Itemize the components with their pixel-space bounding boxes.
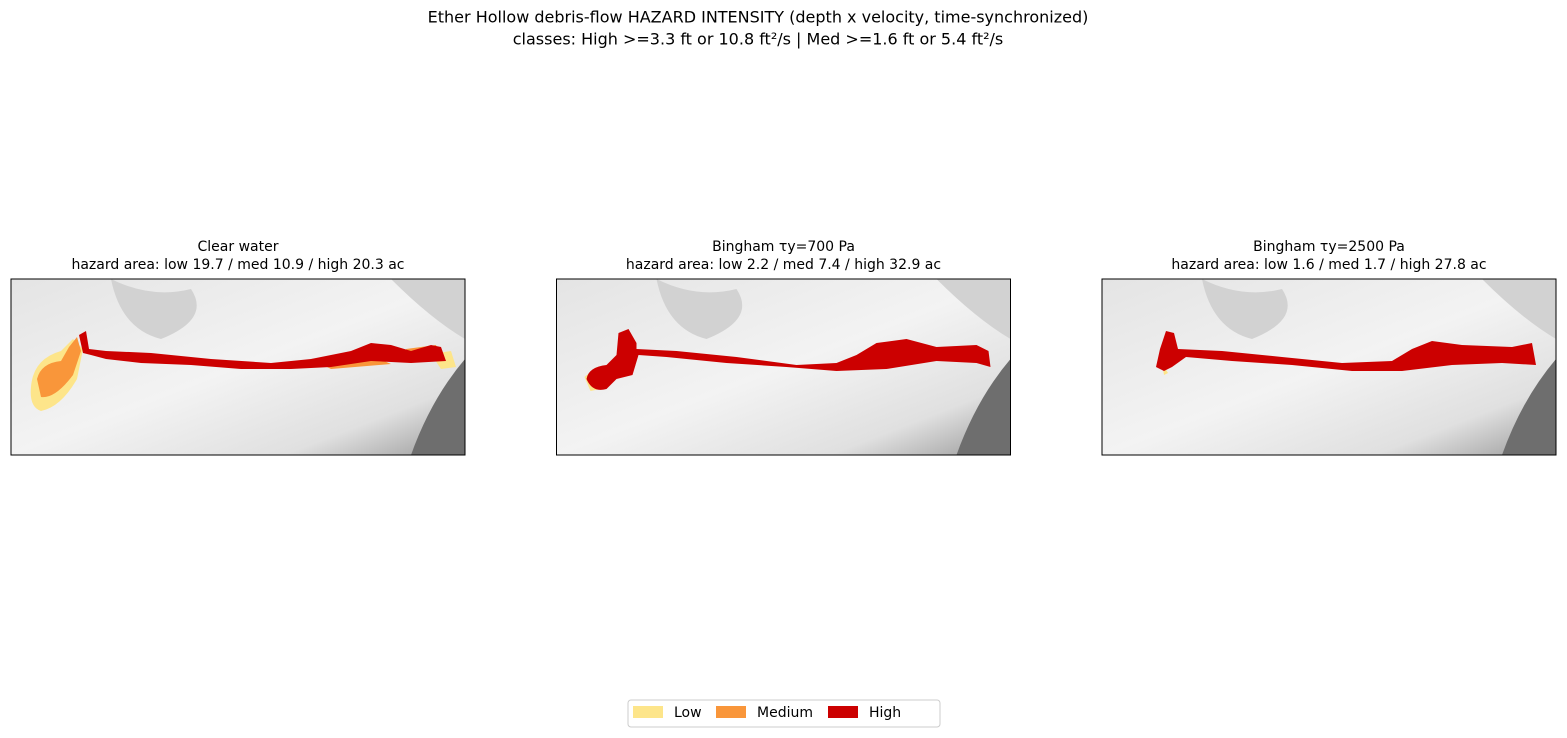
legend-box [627, 699, 941, 728]
panel-subtitle: hazard area: low 19.7 / med 10.9 / high … [71, 257, 404, 273]
panel-frame [10, 278, 466, 456]
panel-subtitle: hazard area: low 2.2 / med 7.4 / high 32… [626, 257, 941, 273]
panel-title: Bingham τy=2500 Pa [1253, 239, 1405, 255]
hillshade-dark [956, 359, 1011, 455]
legend-swatch [633, 706, 663, 718]
hillshade-ridge [1202, 279, 1556, 339]
hazard-area [1156, 331, 1536, 371]
legend-label: Low [674, 705, 702, 721]
map-panel [1101, 278, 1557, 456]
map-panel [10, 278, 466, 456]
map-panel [556, 278, 1011, 456]
panel-frame [556, 278, 1011, 456]
panel-title: Bingham τy=700 Pa [712, 239, 855, 255]
hazard-area [79, 331, 446, 369]
hillshade-dark [1502, 359, 1556, 455]
hillshade-ridge [656, 279, 1011, 339]
legend-label: Medium [757, 705, 813, 721]
legend-swatch [716, 706, 746, 718]
hillshade-ridge [111, 279, 465, 339]
hazard-area [37, 337, 441, 398]
panel-subtitle: hazard area: low 1.6 / med 1.7 / high 27… [1171, 257, 1486, 273]
panel-title: Clear water [198, 239, 279, 255]
hazard-area [586, 329, 991, 390]
legend-label: High [869, 705, 901, 721]
figure-subtitle: classes: High >=3.3 ft or 10.8 ft²/s | M… [513, 30, 1003, 49]
legend-swatch [828, 706, 858, 718]
figure-title: Ether Hollow debris-flow HAZARD INTENSIT… [428, 8, 1089, 27]
panel-frame [1101, 278, 1557, 456]
hillshade-dark [411, 359, 465, 455]
